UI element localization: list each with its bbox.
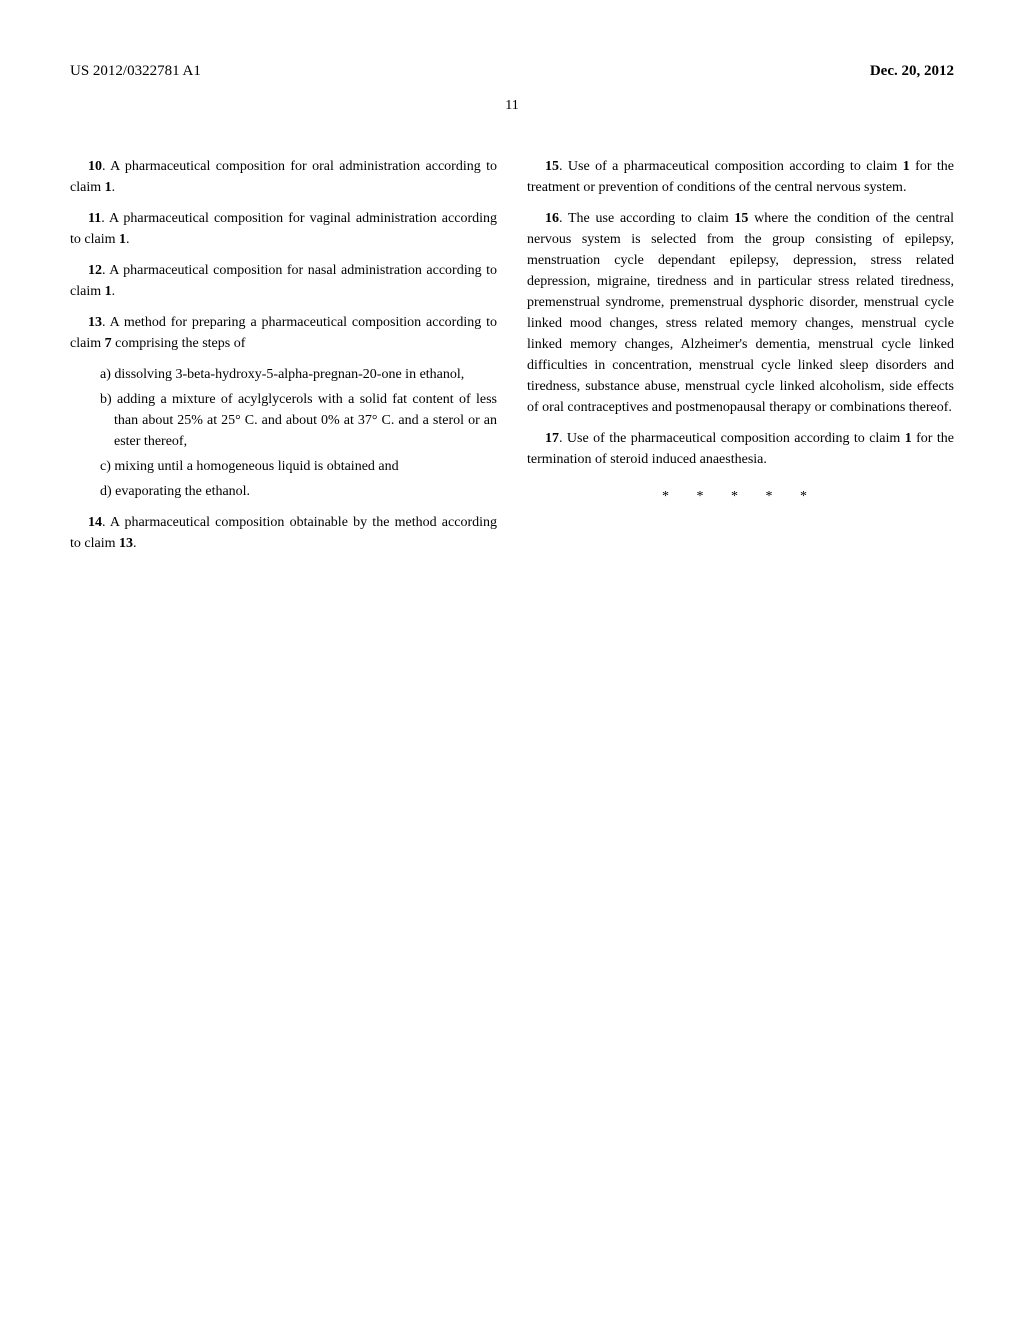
claim-13-item-c: c) mixing until a homogeneous liquid is … — [100, 456, 497, 477]
claim-ref: 1 — [119, 232, 126, 247]
claim-15: 15. Use of a pharmaceutical composition … — [527, 156, 954, 198]
right-column: 15. Use of a pharmaceutical composition … — [527, 156, 954, 564]
page-number: 11 — [70, 95, 954, 116]
claim-ref: 15 — [734, 211, 748, 226]
claim-13-item-a: a) dissolving 3-beta-hydroxy-5-alpha-pre… — [100, 364, 497, 385]
claim-number: 11 — [88, 211, 101, 226]
claim-text: . A pharmaceutical composition for vagin… — [70, 211, 497, 247]
end-marker: * * * * * — [527, 486, 954, 507]
claim-text: . A pharmaceutical composition for nasal… — [70, 263, 497, 299]
claim-14: 14. A pharmaceutical composition obtaina… — [70, 512, 497, 554]
claim-ref: 13 — [119, 536, 133, 551]
claim-number: 12 — [88, 263, 102, 278]
claim-13: 13. A method for preparing a pharmaceuti… — [70, 312, 497, 354]
claim-11: 11. A pharmaceutical composition for vag… — [70, 208, 497, 250]
publication-number: US 2012/0322781 A1 — [70, 60, 201, 83]
claim-number: 15 — [545, 159, 559, 174]
claim-16: 16. The use according to claim 15 where … — [527, 208, 954, 418]
claim-number: 13 — [88, 315, 102, 330]
claim-ref: 1 — [105, 284, 112, 299]
claim-end: . — [112, 284, 116, 299]
claim-end: . — [133, 536, 137, 551]
claim-17: 17. Use of the pharmaceutical compositio… — [527, 428, 954, 470]
claim-ref: 1 — [903, 159, 910, 174]
claim-end: where the condition of the central nervo… — [527, 211, 954, 415]
publication-date: Dec. 20, 2012 — [870, 60, 954, 83]
left-column: 10. A pharmaceutical composition for ora… — [70, 156, 497, 564]
claim-end: comprising the steps of — [112, 336, 246, 351]
claim-text: . Use of the pharmaceutical composition … — [559, 431, 905, 446]
claim-ref: 1 — [905, 431, 912, 446]
claim-13-item-d: d) evaporating the ethanol. — [100, 481, 497, 502]
claim-end: . — [126, 232, 130, 247]
claim-12: 12. A pharmaceutical composition for nas… — [70, 260, 497, 302]
claim-text: . Use of a pharmaceutical composition ac… — [559, 159, 903, 174]
claim-ref: 1 — [105, 180, 112, 195]
claim-number: 17 — [545, 431, 559, 446]
content-columns: 10. A pharmaceutical composition for ora… — [70, 156, 954, 564]
claim-end: . — [112, 180, 116, 195]
claim-ref: 7 — [105, 336, 112, 351]
claim-number: 10 — [88, 159, 102, 174]
claim-13-item-b: b) adding a mixture of acylglycerols wit… — [100, 389, 497, 452]
page-header: US 2012/0322781 A1 Dec. 20, 2012 — [70, 60, 954, 83]
claim-number: 14 — [88, 515, 102, 530]
claim-10: 10. A pharmaceutical composition for ora… — [70, 156, 497, 198]
claim-number: 16 — [545, 211, 559, 226]
claim-text: . The use according to claim — [559, 211, 734, 226]
claim-text: . A pharmaceutical composition for oral … — [70, 159, 497, 195]
